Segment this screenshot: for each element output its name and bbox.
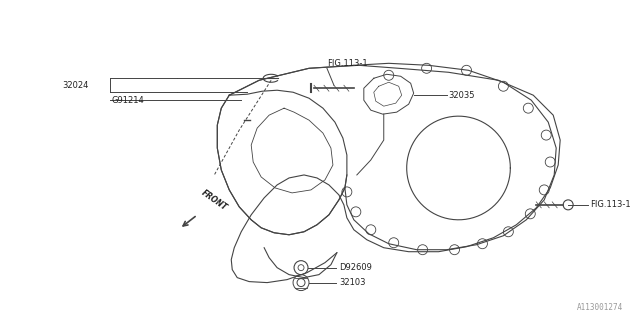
Text: 32035: 32035 xyxy=(449,91,475,100)
Text: 32103: 32103 xyxy=(339,278,365,287)
Text: FIG.113-1: FIG.113-1 xyxy=(327,59,367,68)
Text: 32024: 32024 xyxy=(62,81,88,90)
Text: G91214: G91214 xyxy=(111,96,145,105)
Text: FRONT: FRONT xyxy=(199,189,228,213)
Text: FIG.113-1: FIG.113-1 xyxy=(590,200,630,209)
Text: A113001274: A113001274 xyxy=(577,302,623,311)
Text: D92609: D92609 xyxy=(339,263,372,272)
